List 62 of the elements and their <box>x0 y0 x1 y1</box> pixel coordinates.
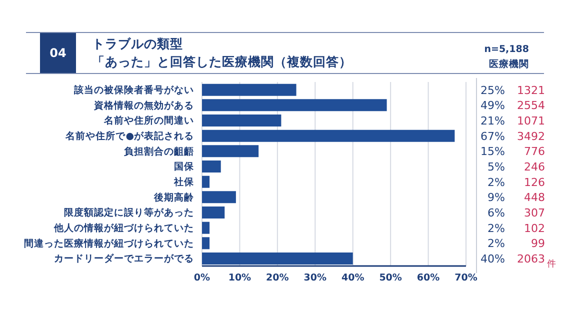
bar <box>202 99 387 112</box>
y-tick-label: 限度額認定に誤り等があった <box>64 206 194 219</box>
text: 246 <box>524 160 545 174</box>
bar <box>202 176 210 188</box>
text: 448 <box>524 191 545 204</box>
chart-title: トラブルの類型 <box>92 36 183 53</box>
x-tick-label: 30% <box>304 272 327 284</box>
x-tick-label: 40% <box>341 272 365 284</box>
text: 307 <box>524 206 545 220</box>
y-tick-label: 該当の被保険者番号がない <box>73 84 194 96</box>
x-tick-label: 10% <box>228 272 252 284</box>
data-label: 2% <box>488 222 505 235</box>
x-tick-label: 60% <box>416 272 440 284</box>
x-tick-label: 50% <box>379 272 402 284</box>
bar <box>202 252 353 265</box>
x-tick-label: 70% <box>454 272 478 284</box>
text: 2554 <box>517 99 545 112</box>
data-label: 6% <box>488 206 505 220</box>
text: 1321 <box>517 84 545 97</box>
y-tick-label: 資格情報の無効がある <box>93 99 194 112</box>
chart-subtitle: 「あった」と回答した医療機関（複数回答） <box>92 54 352 71</box>
data-label: 15% <box>480 145 505 158</box>
data-label: 5% <box>488 160 505 174</box>
text: 126 <box>524 176 545 189</box>
text: 776 <box>524 145 545 158</box>
bar <box>202 160 221 173</box>
bar <box>202 191 236 204</box>
data-label: 9% <box>488 191 505 204</box>
x-tick-label: 0% <box>194 272 211 284</box>
y-tick-label: 負担割合の齟齬 <box>124 145 194 158</box>
data-label: 2% <box>488 237 505 250</box>
bar <box>202 114 282 127</box>
data-label: 2% <box>488 176 505 189</box>
bar <box>202 222 210 234</box>
text: n=5,188 <box>484 43 529 57</box>
text: 1071 <box>517 114 545 128</box>
bar <box>202 84 296 96</box>
y-tick-label: 国保 <box>174 160 195 173</box>
text: 04 <box>40 33 76 73</box>
text: 2063 <box>517 252 545 266</box>
data-label: 25% <box>480 84 505 97</box>
y-tick-label: カードリーダーでエラーがでる <box>54 252 194 265</box>
bar <box>202 130 455 142</box>
bar <box>202 237 210 250</box>
y-tick-label: 他人の情報が紐づけられていた <box>53 222 194 234</box>
data-label: 67% <box>480 130 505 143</box>
bar <box>202 145 259 158</box>
text: 件 <box>547 258 556 270</box>
y-tick-label: 社保 <box>173 176 195 188</box>
text: 102 <box>524 222 545 235</box>
text: 3492 <box>517 130 545 143</box>
y-tick-label: 名前や住所で●が表記される <box>64 130 194 142</box>
y-tick-label: 名前や住所の間違い <box>103 114 194 127</box>
data-label: 49% <box>480 99 505 112</box>
text: 99 <box>531 237 545 250</box>
data-label: 21% <box>480 114 505 128</box>
text: 医療機関 <box>488 58 529 72</box>
bar <box>202 206 225 219</box>
y-tick-label: 後期高齢 <box>153 191 195 204</box>
y-tick-label: 間違った医療情報が紐づけられていた <box>24 237 194 250</box>
x-tick-label: 20% <box>266 272 290 284</box>
data-label: 40% <box>480 252 505 266</box>
